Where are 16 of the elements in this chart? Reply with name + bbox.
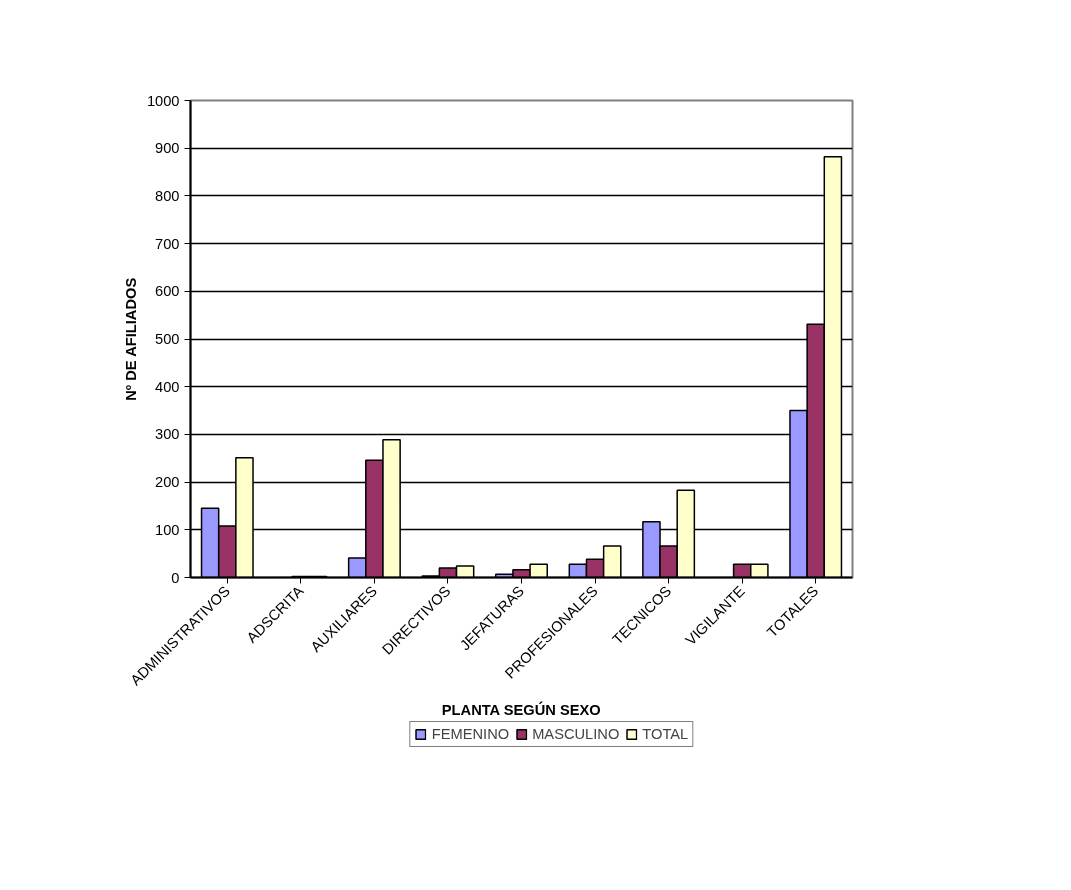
y-axis-title: Nº DE AFILIADOS bbox=[122, 277, 139, 401]
x-axis-title: PLANTA SEGÚN SEXO bbox=[441, 701, 601, 719]
y-tick-label: 0 bbox=[171, 569, 180, 586]
y-tick-label: 500 bbox=[155, 331, 180, 347]
y-tick-label: 300 bbox=[155, 426, 180, 443]
y-tick-label: 400 bbox=[155, 378, 180, 395]
y-tick-label: 800 bbox=[155, 187, 180, 204]
legend-label: TOTAL bbox=[642, 726, 689, 742]
y-tick-label: 1000 bbox=[146, 92, 180, 109]
y-tick-label: 100 bbox=[155, 521, 180, 538]
y-tick-label: 700 bbox=[155, 235, 180, 252]
y-tick-label: 200 bbox=[155, 474, 180, 491]
legend-label: MASCULINO bbox=[532, 726, 620, 742]
y-tick-label: 600 bbox=[155, 283, 180, 300]
y-tick-label: 900 bbox=[155, 140, 180, 157]
legend-label: FEMENINO bbox=[431, 726, 510, 742]
